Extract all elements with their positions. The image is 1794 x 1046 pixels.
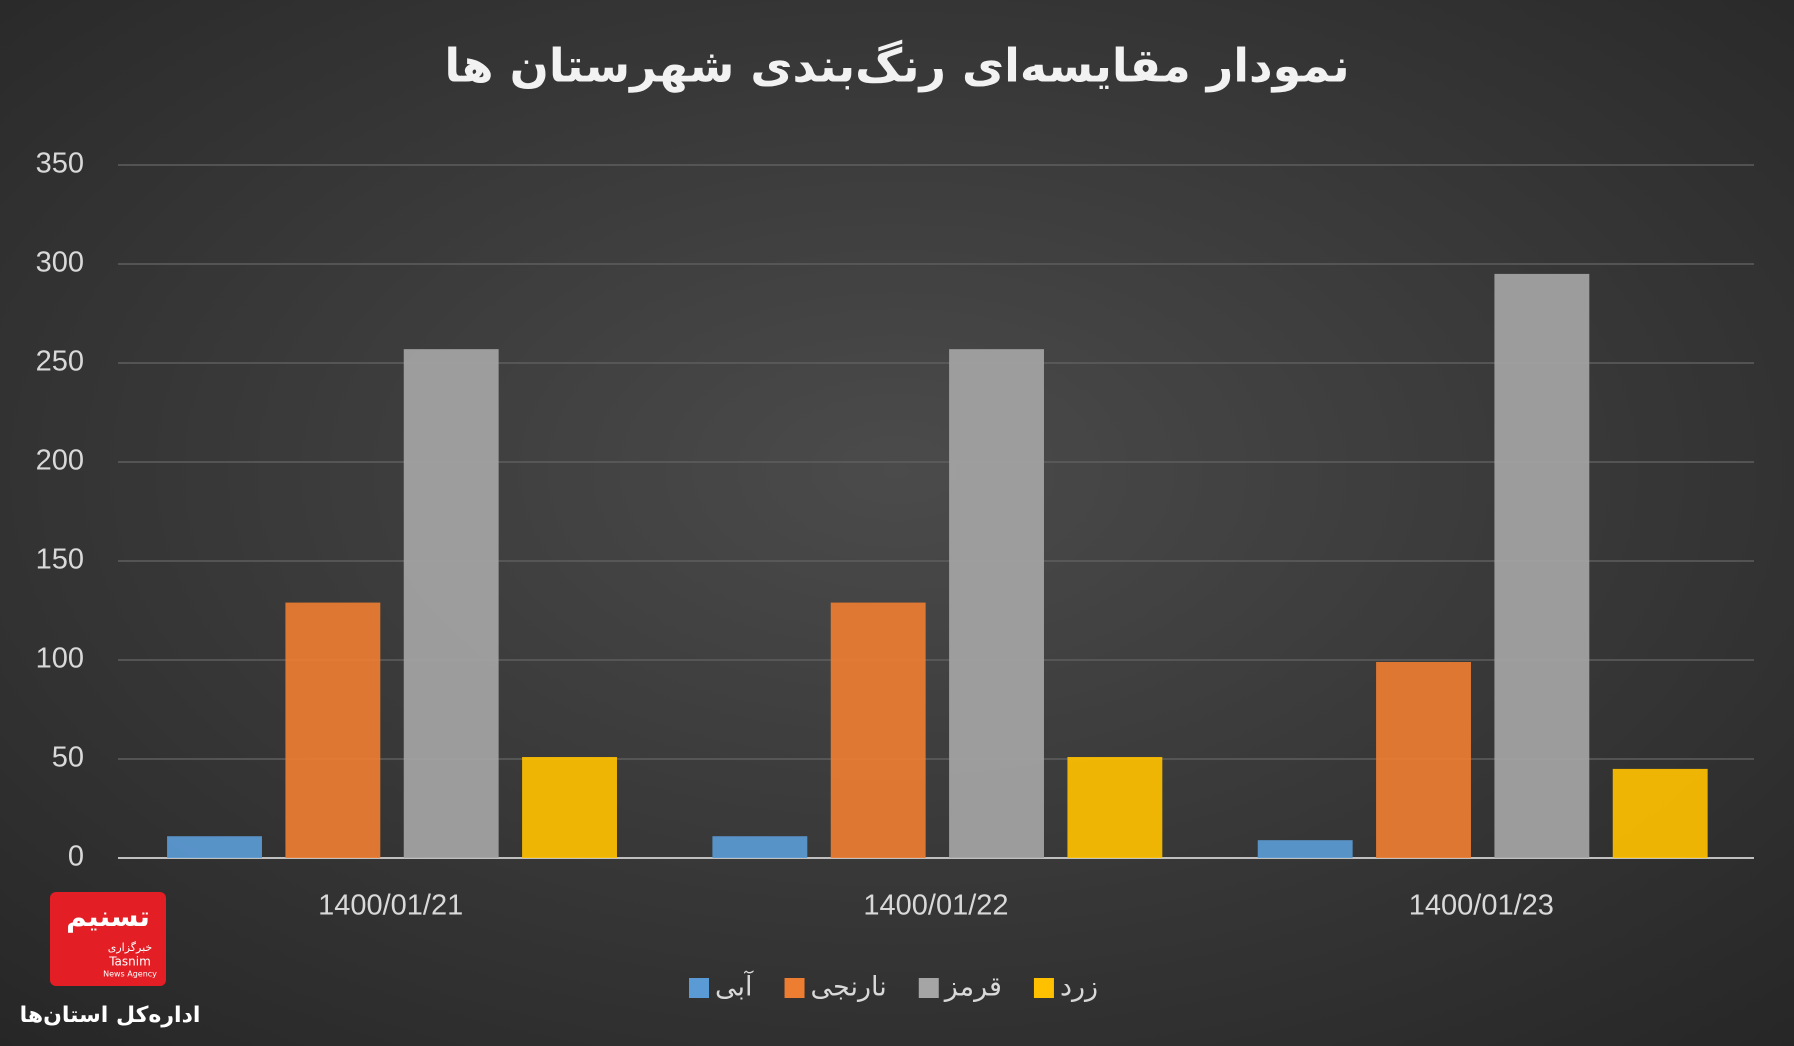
y-tick-label: 50 <box>52 742 84 774</box>
y-tick-label: 100 <box>36 643 84 675</box>
legend-label: آبی <box>715 971 754 1003</box>
x-tick-label: 1400/01/21 <box>318 890 463 922</box>
x-tick-label: 1400/01/22 <box>863 890 1008 922</box>
y-tick-label: 300 <box>36 247 84 279</box>
bar <box>285 602 381 858</box>
legend-label: قرمز <box>943 972 1002 1003</box>
legend-swatch <box>784 978 805 998</box>
y-tick-label: 0 <box>68 841 84 873</box>
bar <box>949 349 1044 858</box>
chart-title: نمودار مقایسه‌ای رنگ‌بندی شهرستان ها <box>444 39 1349 93</box>
legend-swatch <box>918 978 939 998</box>
logo: تسنیم خبرگزاری Tasnim News Agency <box>50 892 166 986</box>
bar <box>1257 840 1353 858</box>
logo-caption: اداره‌کل استان‌ها <box>20 1003 201 1028</box>
legend-label: زرد <box>1060 972 1098 1003</box>
bar <box>167 836 262 858</box>
logo-subtitle: News Agency <box>103 970 157 979</box>
bar <box>1612 768 1708 858</box>
x-tick-label: 1400/01/23 <box>1409 890 1554 922</box>
bar <box>712 836 808 858</box>
bar <box>403 349 499 858</box>
y-tick-label: 250 <box>36 346 84 378</box>
logo-agency: خبرگزاری <box>108 941 152 954</box>
legend-swatch <box>1033 978 1054 998</box>
y-tick-label: 150 <box>36 544 84 576</box>
bar <box>1494 273 1590 858</box>
bar <box>1067 757 1163 858</box>
y-tick-label: 200 <box>36 445 84 477</box>
logo-persian: تسنیم <box>66 900 150 933</box>
legend-swatch <box>689 978 709 998</box>
y-tick-label: 350 <box>36 148 84 180</box>
legend-label: نارنجی <box>811 972 887 1003</box>
bar <box>830 602 926 858</box>
bar <box>1376 661 1471 858</box>
logo-latin: Tasnim <box>108 955 151 969</box>
bar <box>522 757 617 858</box>
logo-box <box>50 892 166 986</box>
